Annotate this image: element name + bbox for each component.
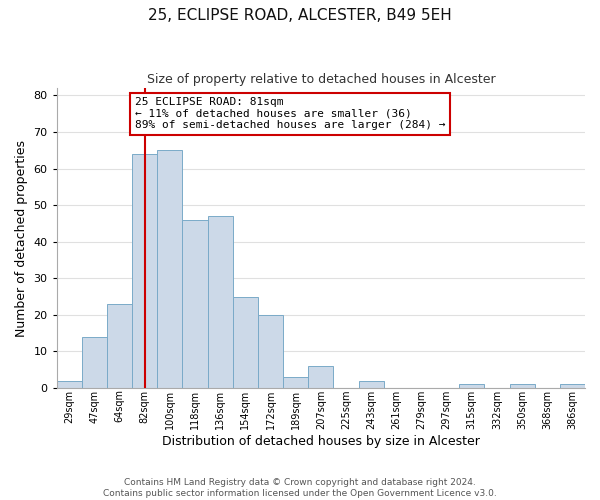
X-axis label: Distribution of detached houses by size in Alcester: Distribution of detached houses by size … xyxy=(162,434,480,448)
Bar xyxy=(132,154,157,388)
Bar xyxy=(258,315,283,388)
Text: 25 ECLIPSE ROAD: 81sqm
← 11% of detached houses are smaller (36)
89% of semi-det: 25 ECLIPSE ROAD: 81sqm ← 11% of detached… xyxy=(134,97,445,130)
Bar xyxy=(107,304,132,388)
Bar xyxy=(57,380,82,388)
Bar xyxy=(182,220,208,388)
Bar xyxy=(233,296,258,388)
Text: Contains HM Land Registry data © Crown copyright and database right 2024.
Contai: Contains HM Land Registry data © Crown c… xyxy=(103,478,497,498)
Y-axis label: Number of detached properties: Number of detached properties xyxy=(15,140,28,336)
Bar xyxy=(308,366,334,388)
Title: Size of property relative to detached houses in Alcester: Size of property relative to detached ho… xyxy=(146,72,495,86)
Bar xyxy=(509,384,535,388)
Bar xyxy=(359,380,384,388)
Bar xyxy=(459,384,484,388)
Bar xyxy=(283,377,308,388)
Text: 25, ECLIPSE ROAD, ALCESTER, B49 5EH: 25, ECLIPSE ROAD, ALCESTER, B49 5EH xyxy=(148,8,452,22)
Bar xyxy=(560,384,585,388)
Bar xyxy=(157,150,182,388)
Bar xyxy=(82,337,107,388)
Bar xyxy=(208,216,233,388)
